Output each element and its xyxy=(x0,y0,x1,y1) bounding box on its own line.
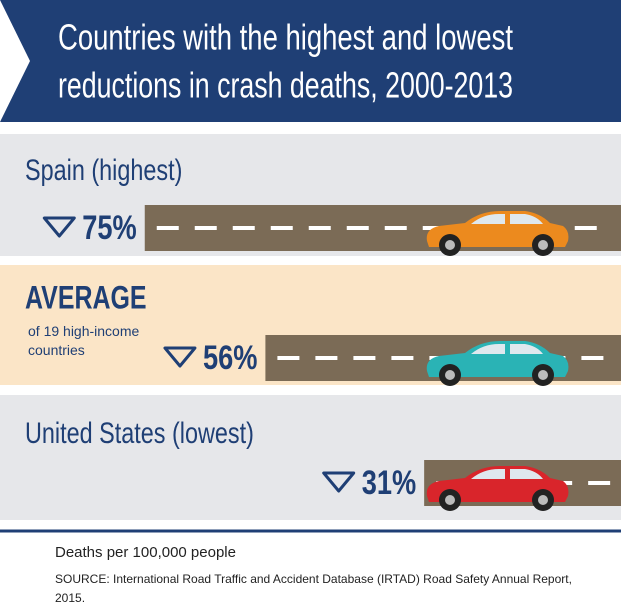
road-dash xyxy=(195,226,217,230)
road-dash xyxy=(391,356,413,360)
chart: Countries with the highest and lowest re… xyxy=(0,0,621,613)
category-note: of 19 high-income countries xyxy=(28,322,146,360)
road-dash xyxy=(347,226,369,230)
hubcap xyxy=(445,370,455,380)
category-label: AVERAGE xyxy=(25,279,147,315)
road-dash xyxy=(277,356,299,360)
hubcap xyxy=(538,240,548,250)
hubcap xyxy=(445,240,455,250)
road-dash xyxy=(309,226,331,230)
road-dash xyxy=(575,226,597,230)
hubcap xyxy=(445,495,455,505)
hubcap xyxy=(538,495,548,505)
value-label: 31% xyxy=(362,464,416,502)
road-dash xyxy=(581,356,603,360)
road-dash xyxy=(385,226,407,230)
source: SOURCE: International Road Traffic and A… xyxy=(55,570,575,608)
infographic: Countries with the highest and lowest re… xyxy=(0,0,621,613)
value-label: 56% xyxy=(203,339,257,377)
road-dash xyxy=(233,226,255,230)
road-dash xyxy=(315,356,337,360)
road-dash xyxy=(157,226,179,230)
title-line: Countries with the highest and lowest xyxy=(58,17,513,58)
unit-label: Deaths per 100,000 people xyxy=(55,544,236,561)
hubcap xyxy=(538,370,548,380)
category-label: United States (lowest) xyxy=(25,417,254,450)
road-dash xyxy=(271,226,293,230)
value-label: 75% xyxy=(82,209,136,247)
title-line: reductions in crash deaths, 2000-2013 xyxy=(58,65,513,106)
category-label: Spain (highest) xyxy=(25,154,182,187)
road-dash xyxy=(353,356,375,360)
road-dash xyxy=(588,481,610,485)
